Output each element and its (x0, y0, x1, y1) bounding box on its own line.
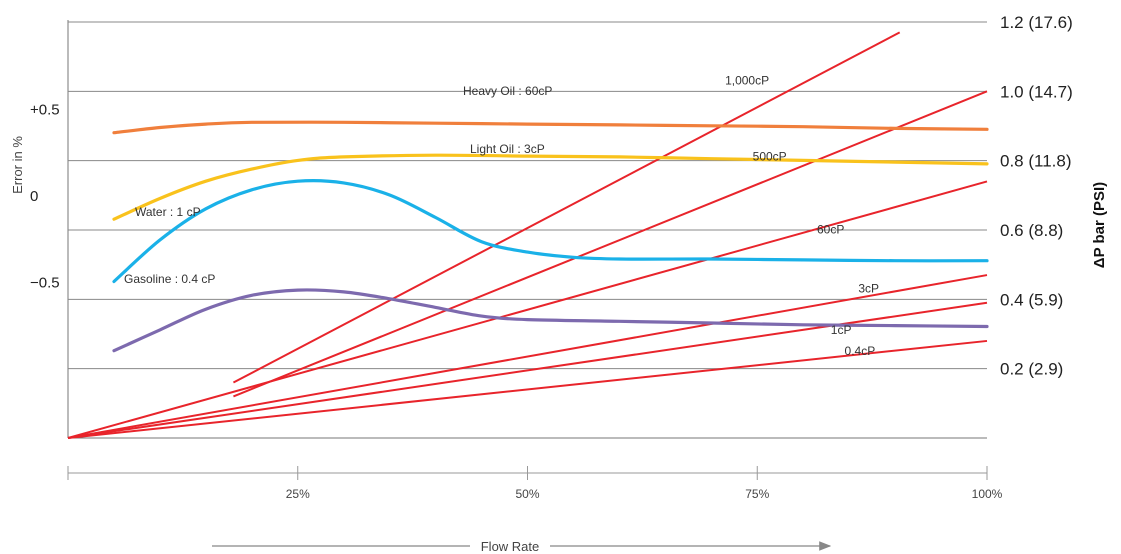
dp-label-500cp: 500cP (753, 150, 787, 164)
left-axis: +0.5 0 −0.5 (30, 102, 60, 292)
grid (67, 20, 987, 439)
flow-rate-title-group: Flow Rate (212, 536, 832, 554)
error-label-water-1-cp: Water : 1 cP (135, 205, 201, 219)
error-curve-gasoline-0-4-cp (112, 288, 989, 353)
error-curves (112, 120, 989, 353)
dp-line-1-000cp (232, 31, 901, 384)
right-tick-label: 0.6 (8.8) (1000, 221, 1063, 240)
right-axis-title: ΔP bar (PSI) (1091, 182, 1108, 268)
x-tick-label: 50% (515, 487, 539, 501)
left-tick-label: +0.5 (30, 102, 60, 119)
dp-line-60cp (67, 180, 988, 439)
x-axis: 25% 50% 75% 100% (67, 466, 1003, 501)
curve-labels: 1,000cP 500cP 60cP 3cP 1cP 0.4cP Heavy Oil : 6… (124, 73, 879, 357)
left-tick-label: −0.5 (30, 275, 60, 292)
error-label-light-oil-3cp: Light Oil : 3cP (470, 142, 545, 156)
right-tick-label: 0.4 (5.9) (1000, 290, 1063, 309)
x-tick-label: 100% (972, 487, 1003, 501)
dp-label-60cp: 60cP (817, 222, 844, 236)
dp-line-500cp (233, 90, 988, 398)
error-curve-heavy-oil-60cp (112, 120, 989, 135)
dp-label-1cp: 1cP (831, 323, 852, 337)
x-tick-label: 75% (745, 487, 769, 501)
right-tick-label: 1.2 (17.6) (1000, 13, 1073, 32)
right-tick-label: 1.0 (14.7) (1000, 82, 1073, 101)
left-axis-title: Error in % (10, 136, 25, 194)
x-tick-label: 25% (286, 487, 310, 501)
error-label-gasoline-0-4-cp: Gasoline : 0.4 cP (124, 272, 215, 286)
right-axis: 1.2 (17.6) 1.0 (14.7) 0.8 (11.8) 0.6 (8.8) 0… (1000, 13, 1073, 379)
dp-line-0-4cp (67, 339, 988, 439)
right-tick-label: 0.8 (11.8) (1000, 152, 1072, 171)
error-curve-water-1-cp (112, 179, 989, 284)
flow-rate-label-bg (470, 536, 550, 554)
left-tick-label: 0 (30, 188, 38, 205)
dp-line-3cp (67, 274, 988, 439)
dp-label-3cp: 3cP (858, 281, 879, 295)
x-axis-title: Flow Rate (481, 539, 540, 554)
dp-label-0-4cp: 0.4cP (845, 344, 876, 358)
error-curve-light-oil-3cp (112, 153, 989, 221)
error-label-heavy-oil-60cp: Heavy Oil : 60cP (463, 84, 552, 98)
dp-label-1-000cp: 1,000cP (725, 73, 769, 87)
right-tick-label: 0.2 (2.9) (1000, 360, 1063, 379)
